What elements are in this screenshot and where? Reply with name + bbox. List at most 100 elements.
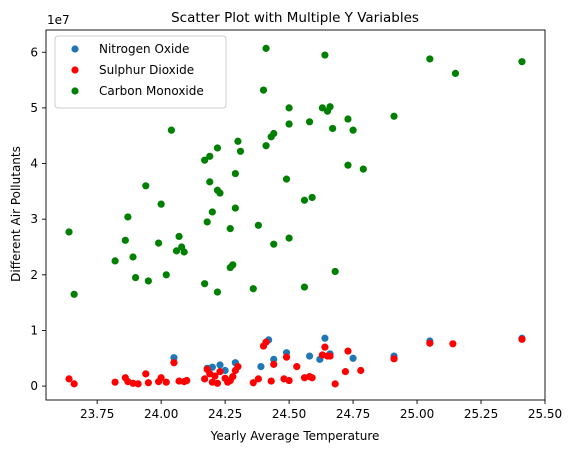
data-point xyxy=(285,234,293,242)
x-tick-label: 25.50 xyxy=(528,407,562,421)
data-point xyxy=(329,124,337,133)
data-point xyxy=(111,257,119,265)
data-point xyxy=(216,368,224,376)
data-point xyxy=(270,129,278,138)
data-point xyxy=(300,283,309,291)
data-point xyxy=(203,218,211,226)
data-point xyxy=(216,189,224,197)
legend-label: Sulphur Dioxide xyxy=(99,63,194,77)
legend-marker xyxy=(71,87,79,95)
data-point xyxy=(131,273,140,282)
points-layer xyxy=(65,44,526,388)
data-point xyxy=(270,355,278,363)
data-point xyxy=(142,182,150,190)
data-point xyxy=(157,374,165,382)
plot-frame xyxy=(45,29,546,401)
data-point xyxy=(154,239,163,247)
data-point xyxy=(162,271,170,279)
chart-title: Scatter Plot with Multiple Y Variables xyxy=(171,10,419,26)
legend-marker xyxy=(71,66,79,74)
data-point xyxy=(451,69,460,77)
data-point xyxy=(341,368,349,376)
data-point xyxy=(257,363,265,371)
x-tick-label: 24.50 xyxy=(272,407,306,421)
legend-box xyxy=(54,35,227,109)
data-point xyxy=(236,147,245,155)
data-point xyxy=(142,370,150,378)
data-point xyxy=(134,380,142,388)
data-point xyxy=(201,375,209,383)
x-tick-label: 24.00 xyxy=(144,407,178,421)
data-point xyxy=(518,58,526,66)
series-sulphur-dioxide xyxy=(65,335,526,388)
x-tick-label: 24.25 xyxy=(208,407,242,421)
data-point xyxy=(170,354,178,362)
data-point xyxy=(308,193,316,202)
data-point xyxy=(121,236,129,244)
y-tick-label: 1 xyxy=(30,323,38,337)
y-tick-label: 6 xyxy=(30,45,38,59)
data-point xyxy=(262,44,270,52)
data-point xyxy=(254,221,262,229)
y-tick-label: 2 xyxy=(30,268,38,282)
data-point xyxy=(229,261,237,269)
data-point xyxy=(211,372,219,380)
data-point xyxy=(282,175,291,183)
data-point xyxy=(344,347,352,355)
data-point xyxy=(344,115,352,123)
data-point xyxy=(349,354,357,362)
data-point xyxy=(157,200,165,208)
data-point xyxy=(129,253,137,261)
data-point xyxy=(326,352,334,360)
data-point xyxy=(249,285,257,293)
y-tick-label: 3 xyxy=(30,212,38,226)
data-point xyxy=(216,361,224,369)
data-point xyxy=(111,378,119,386)
data-point xyxy=(70,290,78,298)
data-point xyxy=(331,267,339,276)
data-point xyxy=(449,340,457,348)
data-point xyxy=(259,86,268,94)
data-point xyxy=(234,137,242,145)
data-point xyxy=(344,161,352,169)
data-point xyxy=(285,104,293,112)
x-tick-label: 25.00 xyxy=(400,407,434,421)
x-tick-label: 23.75 xyxy=(80,407,114,421)
data-point xyxy=(229,373,237,381)
data-point xyxy=(326,103,334,111)
data-point xyxy=(162,378,170,386)
x-tick-label: 25.25 xyxy=(464,407,498,421)
data-point xyxy=(226,225,234,233)
data-point xyxy=(170,359,178,367)
data-point xyxy=(270,360,278,368)
data-point xyxy=(262,142,270,150)
data-point xyxy=(234,363,242,371)
data-point xyxy=(206,152,214,160)
data-point xyxy=(206,178,214,186)
data-point xyxy=(231,204,239,212)
data-point xyxy=(124,213,132,221)
data-point xyxy=(65,375,73,383)
y-offset-label: 1e7 xyxy=(47,13,70,27)
y-tick-label: 5 xyxy=(30,101,38,115)
data-point xyxy=(213,288,222,296)
data-point xyxy=(254,375,262,383)
data-point xyxy=(167,126,175,134)
data-point xyxy=(175,232,183,241)
data-point xyxy=(144,379,152,387)
data-point xyxy=(321,334,329,342)
data-point xyxy=(172,247,181,255)
data-point xyxy=(249,379,257,387)
data-point xyxy=(180,248,188,256)
legend-marker xyxy=(71,45,79,53)
data-point xyxy=(426,55,434,63)
y-axis-title: Different Air Pollutants xyxy=(9,146,23,282)
data-point xyxy=(70,380,78,388)
data-point xyxy=(359,165,367,173)
data-point xyxy=(305,118,314,126)
data-point xyxy=(321,51,329,59)
data-point xyxy=(285,120,293,128)
data-point xyxy=(213,144,222,152)
data-point xyxy=(213,379,222,387)
x-axis-title: Yearly Average Temperature xyxy=(210,429,380,443)
